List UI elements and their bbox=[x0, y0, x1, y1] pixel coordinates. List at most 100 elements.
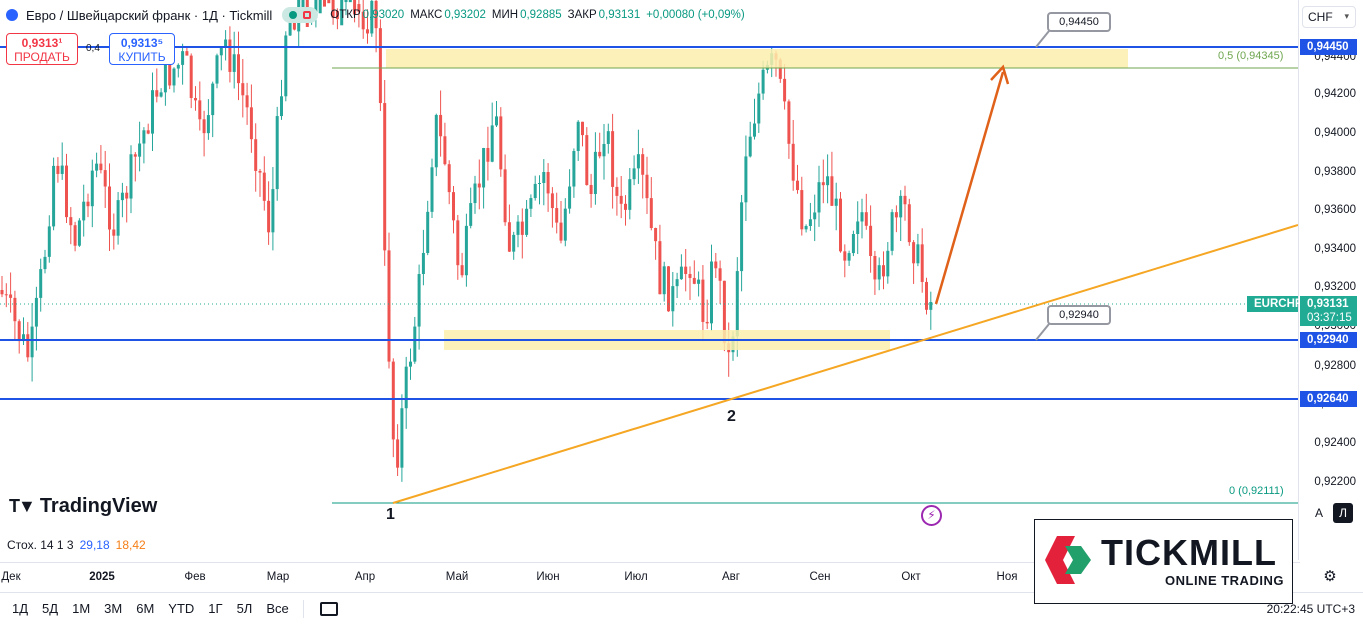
candle-body bbox=[254, 139, 258, 171]
candle-body bbox=[671, 286, 675, 312]
buy-button[interactable]: 0,9313⁵ КУПИТЬ bbox=[109, 33, 175, 65]
candle-body bbox=[194, 98, 197, 101]
candle-body bbox=[525, 208, 529, 235]
auto-scale-button[interactable]: A bbox=[1314, 506, 1323, 520]
candle-body bbox=[90, 170, 94, 207]
range-1m-button[interactable]: 1М bbox=[72, 601, 91, 616]
resistance-price-tag: 0,94450 bbox=[1300, 39, 1357, 55]
candle-body bbox=[232, 54, 236, 72]
candle-body bbox=[434, 114, 438, 168]
candle-body bbox=[572, 151, 576, 187]
candle-body bbox=[237, 54, 240, 84]
candle-body bbox=[847, 253, 851, 261]
candle-body bbox=[490, 125, 494, 162]
candle-body bbox=[258, 170, 262, 173]
log-scale-button[interactable]: Л bbox=[1333, 503, 1353, 523]
candle-body bbox=[206, 115, 210, 134]
candle-body bbox=[925, 281, 928, 310]
candle-body bbox=[787, 101, 791, 144]
candle-body bbox=[387, 250, 391, 362]
candle-body bbox=[654, 228, 658, 242]
sell-label: ПРОДАТЬ bbox=[14, 50, 70, 64]
candle-body bbox=[864, 212, 868, 226]
candle-body bbox=[555, 208, 559, 223]
callout-lower[interactable]: 0,92940 bbox=[1047, 305, 1111, 325]
symbol-legend[interactable]: Евро / Швейцарский франк · 1Д · Tickmill… bbox=[6, 7, 749, 23]
candle-body bbox=[929, 301, 933, 310]
candle-body bbox=[658, 241, 662, 295]
candle-body bbox=[486, 147, 490, 162]
candle-body bbox=[869, 225, 873, 257]
candle-body bbox=[641, 154, 645, 175]
candle-body bbox=[417, 274, 421, 327]
range-5y-button[interactable]: 5Л bbox=[236, 601, 253, 616]
tickmill-mark-icon bbox=[1045, 536, 1091, 584]
candle-body bbox=[903, 195, 907, 205]
clock-timezone[interactable]: 20:22:45 UTC+3 bbox=[1266, 602, 1355, 616]
price-scale[interactable]: 0,94400 0,94200 0,94000 0,93800 0,93600 … bbox=[1298, 0, 1363, 560]
settings-gear-icon[interactable]: ⚙ bbox=[1323, 568, 1337, 585]
sell-price: 0,9313¹ bbox=[21, 36, 63, 50]
candle-body bbox=[370, 0, 374, 34]
candle-body bbox=[860, 212, 864, 222]
candle-body bbox=[550, 193, 554, 209]
candle-body bbox=[636, 154, 640, 169]
callout-upper[interactable]: 0,94450 bbox=[1047, 12, 1111, 32]
market-status-icon[interactable] bbox=[282, 7, 319, 23]
candle-body bbox=[821, 182, 825, 186]
candle-body bbox=[593, 151, 597, 195]
date-range-icon[interactable] bbox=[319, 601, 338, 616]
range-5d-button[interactable]: 5Д bbox=[42, 601, 59, 616]
candle-body bbox=[374, 0, 378, 29]
candle-body bbox=[155, 90, 159, 97]
candle-body bbox=[9, 294, 13, 298]
forecast-arrow bbox=[934, 71, 1005, 305]
candle-body bbox=[679, 266, 683, 280]
tradingview-logo-icon: T▼ bbox=[9, 496, 36, 516]
candle-body bbox=[280, 96, 283, 117]
candle-body bbox=[589, 184, 593, 195]
candle-body bbox=[267, 200, 271, 233]
range-6m-button[interactable]: 6М bbox=[136, 601, 155, 616]
candlestick-series bbox=[0, 0, 933, 482]
candle-body bbox=[288, 20, 292, 36]
candle-body bbox=[722, 280, 726, 344]
sell-button[interactable]: 0,9313¹ ПРОДАТЬ bbox=[6, 33, 78, 65]
candle-body bbox=[331, 0, 335, 18]
currency-select[interactable]: CHF ▾ bbox=[1302, 6, 1356, 28]
fib-label-top: 0,5 (0,94345) bbox=[1218, 50, 1284, 62]
price-chart[interactable] bbox=[0, 0, 1298, 562]
range-1y-button[interactable]: 1Г bbox=[208, 601, 223, 616]
range-ytd-button[interactable]: YTD bbox=[168, 601, 195, 616]
candle-body bbox=[753, 123, 756, 137]
candle-body bbox=[65, 165, 68, 218]
fib-label-bottom: 0 (0,92111) bbox=[1229, 485, 1284, 497]
candle-body bbox=[189, 55, 193, 99]
candle-body bbox=[249, 107, 253, 140]
candle-body bbox=[512, 234, 516, 252]
candle-body bbox=[133, 154, 137, 157]
range-1d-button[interactable]: 1Д bbox=[12, 601, 29, 616]
range-3m-button[interactable]: 3М bbox=[104, 601, 123, 616]
buy-price: 0,9313⁵ bbox=[120, 36, 164, 50]
brand-name: TICKMILL bbox=[1101, 532, 1277, 573]
candle-body bbox=[482, 147, 486, 188]
range-all-button[interactable]: Все bbox=[266, 601, 289, 616]
candle-body bbox=[271, 189, 275, 233]
candle-body bbox=[202, 119, 206, 134]
candle-body bbox=[503, 169, 507, 223]
candle-body bbox=[314, 0, 318, 17]
symbol-logo-icon bbox=[6, 9, 18, 21]
candle-body bbox=[340, 0, 344, 26]
candle-body bbox=[748, 136, 752, 157]
candle-body bbox=[907, 204, 911, 243]
candle-body bbox=[778, 59, 782, 79]
flash-icon[interactable]: ⚡ bbox=[921, 505, 942, 526]
candle-body bbox=[396, 439, 400, 468]
candle-body bbox=[47, 226, 51, 257]
candle-body bbox=[916, 244, 920, 264]
candle-body bbox=[146, 130, 150, 134]
candle-body bbox=[834, 198, 838, 206]
candle-body bbox=[559, 222, 563, 241]
stochastic-legend[interactable]: Стох. 14 1 3 29,18 18,42 bbox=[7, 538, 146, 552]
